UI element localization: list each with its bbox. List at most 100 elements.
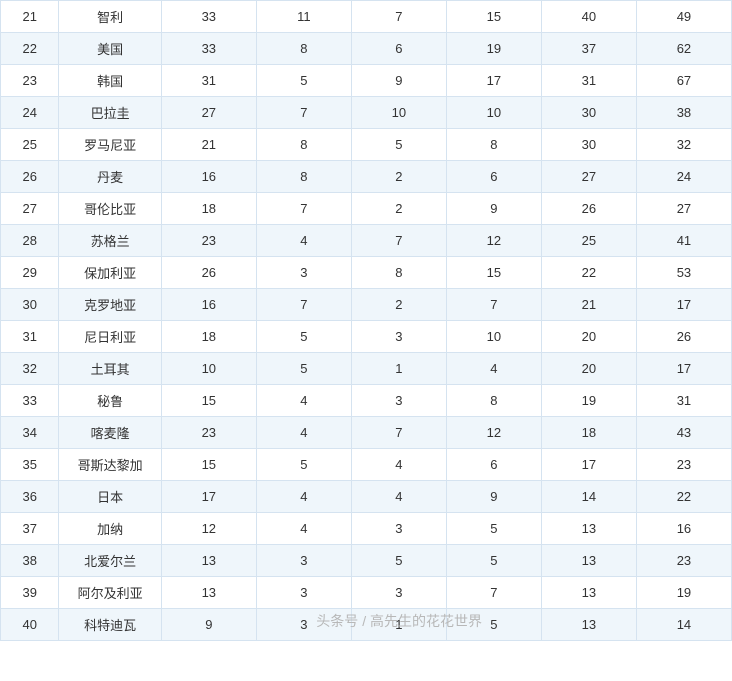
stat-cell: 31 [636, 385, 731, 417]
stat-cell: 13 [161, 545, 256, 577]
stat-cell: 4 [446, 353, 541, 385]
stat-cell: 5 [351, 129, 446, 161]
stat-cell: 5 [446, 545, 541, 577]
stat-cell: 14 [541, 481, 636, 513]
rank-cell: 34 [1, 417, 59, 449]
country-cell: 日本 [59, 481, 161, 513]
stat-cell: 7 [351, 225, 446, 257]
country-cell: 保加利亚 [59, 257, 161, 289]
country-cell: 罗马尼亚 [59, 129, 161, 161]
rank-cell: 21 [1, 1, 59, 33]
stat-cell: 3 [351, 577, 446, 609]
stat-cell: 22 [541, 257, 636, 289]
stat-cell: 30 [541, 129, 636, 161]
rank-cell: 36 [1, 481, 59, 513]
table-row: 33秘鲁154381931 [1, 385, 732, 417]
stat-cell: 14 [636, 609, 731, 641]
stat-cell: 4 [256, 481, 351, 513]
stat-cell: 5 [351, 545, 446, 577]
stat-cell: 18 [161, 321, 256, 353]
stat-cell: 26 [541, 193, 636, 225]
rank-cell: 29 [1, 257, 59, 289]
stat-cell: 9 [446, 481, 541, 513]
stat-cell: 4 [351, 449, 446, 481]
stat-cell: 10 [351, 97, 446, 129]
rank-cell: 22 [1, 33, 59, 65]
country-cell: 智利 [59, 1, 161, 33]
stat-cell: 8 [351, 257, 446, 289]
stat-cell: 21 [161, 129, 256, 161]
table-row: 36日本174491422 [1, 481, 732, 513]
stat-cell: 18 [161, 193, 256, 225]
stat-cell: 8 [256, 161, 351, 193]
stat-cell: 40 [541, 1, 636, 33]
stat-cell: 31 [161, 65, 256, 97]
stat-cell: 27 [161, 97, 256, 129]
stat-cell: 5 [446, 609, 541, 641]
country-cell: 阿尔及利亚 [59, 577, 161, 609]
stat-cell: 26 [636, 321, 731, 353]
stat-cell: 41 [636, 225, 731, 257]
country-cell: 美国 [59, 33, 161, 65]
table-row: 37加纳124351316 [1, 513, 732, 545]
stat-cell: 19 [541, 385, 636, 417]
stat-cell: 9 [161, 609, 256, 641]
stat-cell: 16 [161, 289, 256, 321]
rank-cell: 33 [1, 385, 59, 417]
stat-cell: 3 [351, 513, 446, 545]
stat-cell: 7 [351, 1, 446, 33]
stat-cell: 17 [446, 65, 541, 97]
stat-cell: 7 [446, 577, 541, 609]
stat-cell: 43 [636, 417, 731, 449]
stat-cell: 3 [351, 385, 446, 417]
stat-cell: 5 [446, 513, 541, 545]
stat-cell: 25 [541, 225, 636, 257]
stat-cell: 18 [541, 417, 636, 449]
stat-cell: 13 [541, 577, 636, 609]
rank-cell: 23 [1, 65, 59, 97]
table-row: 22美国3386193762 [1, 33, 732, 65]
country-cell: 韩国 [59, 65, 161, 97]
stat-cell: 37 [541, 33, 636, 65]
rank-cell: 24 [1, 97, 59, 129]
stat-cell: 6 [446, 161, 541, 193]
stat-cell: 19 [446, 33, 541, 65]
table-row: 27哥伦比亚187292627 [1, 193, 732, 225]
table-row: 34喀麦隆2347121843 [1, 417, 732, 449]
stat-cell: 16 [161, 161, 256, 193]
country-cell: 土耳其 [59, 353, 161, 385]
table-row: 25罗马尼亚218583032 [1, 129, 732, 161]
stat-cell: 32 [636, 129, 731, 161]
stat-cell: 26 [161, 257, 256, 289]
stat-cell: 10 [161, 353, 256, 385]
table-row: 39阿尔及利亚133371319 [1, 577, 732, 609]
stat-cell: 3 [256, 257, 351, 289]
rank-cell: 28 [1, 225, 59, 257]
table-row: 32土耳其105142017 [1, 353, 732, 385]
stat-cell: 3 [256, 609, 351, 641]
stat-cell: 2 [351, 289, 446, 321]
country-cell: 科特迪瓦 [59, 609, 161, 641]
table-row: 30克罗地亚167272117 [1, 289, 732, 321]
stat-cell: 12 [446, 225, 541, 257]
stat-cell: 62 [636, 33, 731, 65]
stat-cell: 4 [256, 385, 351, 417]
country-cell: 巴拉圭 [59, 97, 161, 129]
rank-cell: 35 [1, 449, 59, 481]
table-row: 23韩国3159173167 [1, 65, 732, 97]
table-row: 38北爱尔兰133551323 [1, 545, 732, 577]
country-cell: 哥斯达黎加 [59, 449, 161, 481]
rank-cell: 25 [1, 129, 59, 161]
stat-cell: 19 [636, 577, 731, 609]
stat-cell: 21 [541, 289, 636, 321]
rank-cell: 38 [1, 545, 59, 577]
stat-cell: 10 [446, 321, 541, 353]
table-row: 26丹麦168262724 [1, 161, 732, 193]
country-cell: 尼日利亚 [59, 321, 161, 353]
stat-cell: 15 [161, 449, 256, 481]
stat-cell: 3 [351, 321, 446, 353]
stat-cell: 7 [256, 97, 351, 129]
stat-cell: 13 [161, 577, 256, 609]
stat-cell: 6 [446, 449, 541, 481]
stat-cell: 15 [446, 1, 541, 33]
